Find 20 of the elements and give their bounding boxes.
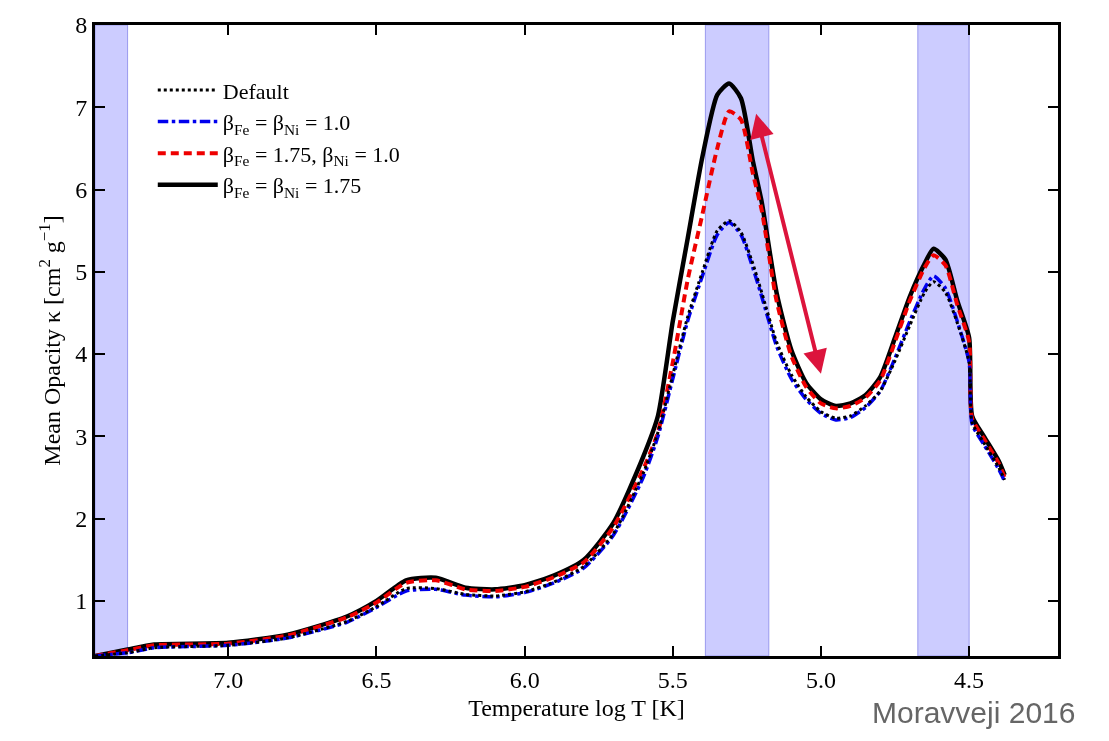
y-tick-label: 4 — [75, 341, 88, 368]
legend-label: β$_{Fe}$ = β$_{Ni}$ = 1.75 — [222, 173, 362, 201]
x-axis-title: Temperature log T [K] — [468, 695, 685, 722]
y-tick-label: 1 — [75, 588, 88, 615]
text: Moravveji 2016 — [872, 696, 1076, 729]
x-tick-label: 6.0 — [509, 666, 540, 693]
y-tick-label: 7 — [75, 94, 88, 121]
y-tick-label: 2 — [75, 506, 88, 533]
y-tick-label: 8 — [75, 12, 88, 39]
x-tick-label: 5.5 — [657, 666, 688, 693]
y-tick-label: 6 — [75, 176, 88, 203]
legend-label: Default — [222, 78, 289, 104]
legend-label: β$_{Fe}$ = β$_{Ni}$ = 1.0 — [222, 110, 351, 138]
x-tick-label: 7.0 — [213, 666, 244, 693]
x-tick-label: 6.5 — [361, 666, 392, 693]
y-tick-label: 3 — [75, 423, 88, 450]
y-tick-label: 5 — [75, 259, 88, 286]
legend-label: β$_{Fe}$ = 1.75, β$_{Ni}$ = 1.0 — [222, 141, 400, 170]
x-tick-label: 4.5 — [954, 666, 985, 693]
x-tick-label: 5.0 — [805, 666, 836, 693]
